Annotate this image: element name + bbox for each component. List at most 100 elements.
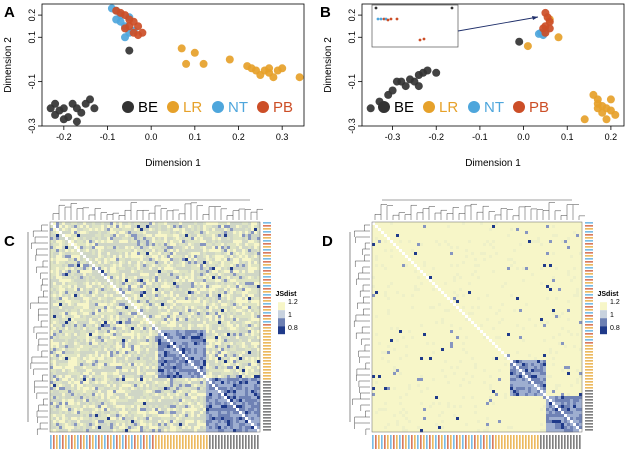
heat-cell xyxy=(80,411,84,415)
heat-cell xyxy=(149,231,153,235)
heat-cell xyxy=(95,225,99,229)
legend-label-lr: LR xyxy=(439,99,458,116)
heat-cell xyxy=(173,225,177,229)
heat-cell xyxy=(167,237,171,241)
heat-cell xyxy=(188,318,192,322)
heat-cell xyxy=(119,279,123,283)
heat-cell xyxy=(224,249,228,253)
heat-cell xyxy=(77,351,81,355)
heat-cell xyxy=(71,270,75,274)
heat-cell xyxy=(254,417,258,421)
heat-cell xyxy=(257,360,261,364)
heat-cell xyxy=(125,414,129,418)
heat-cell xyxy=(245,276,249,280)
heat-cell xyxy=(83,258,87,262)
heat-cell xyxy=(185,222,189,226)
heat-cell xyxy=(98,291,102,295)
heat-cell xyxy=(116,330,120,334)
inset-point-9 xyxy=(450,6,454,10)
heat-cell xyxy=(167,405,171,409)
heat-cell xyxy=(203,360,207,364)
heat-cell xyxy=(251,324,255,328)
heat-cell xyxy=(83,345,87,349)
heat-cell xyxy=(233,372,237,376)
heat-cell xyxy=(143,327,147,331)
heat-cell xyxy=(89,390,93,394)
heat-cell xyxy=(185,288,189,292)
heat-cell xyxy=(218,294,222,298)
heat-cell xyxy=(62,249,66,253)
heat-cell xyxy=(59,297,63,301)
heat-cell xyxy=(197,333,201,337)
heat-cell xyxy=(86,225,90,229)
heat-cell xyxy=(251,354,255,358)
heat-cell xyxy=(113,240,117,244)
heat-cell xyxy=(236,348,240,352)
heat-cell xyxy=(221,333,225,337)
heat-cell xyxy=(248,333,252,337)
heat-cell xyxy=(71,231,75,235)
heat-cell xyxy=(113,411,117,415)
heat-cell xyxy=(245,312,249,316)
heat-cell xyxy=(221,252,225,256)
heat-cell xyxy=(89,384,93,388)
heat-cell xyxy=(59,261,63,265)
heat-cell xyxy=(50,285,54,289)
heat-cell xyxy=(68,303,72,307)
heat-cell xyxy=(101,405,105,409)
heat-cell xyxy=(182,270,186,274)
heat-cell xyxy=(227,264,231,268)
heat-cell xyxy=(83,351,87,355)
heat-cell xyxy=(206,282,210,286)
heat-cell xyxy=(176,318,180,322)
heat-cell xyxy=(170,222,174,226)
heat-cell xyxy=(227,351,231,355)
heat-cell xyxy=(239,333,243,337)
heat-cell xyxy=(227,381,231,385)
heat-cell xyxy=(68,291,72,295)
heat-cell xyxy=(251,258,255,262)
heat-cell xyxy=(56,333,60,337)
heat-cell xyxy=(194,228,198,232)
heat-cell xyxy=(149,270,153,274)
heat-cell xyxy=(101,291,105,295)
inset-point-6 xyxy=(395,17,399,21)
heat-cell xyxy=(143,246,147,250)
heat-cell xyxy=(155,258,159,262)
heat-cell xyxy=(245,327,249,331)
heat-cell xyxy=(176,270,180,274)
heat-cell xyxy=(200,378,204,382)
heat-cell xyxy=(179,387,183,391)
heat-cell xyxy=(116,240,120,244)
heat-cell xyxy=(170,408,174,412)
heat-cell xyxy=(221,309,225,313)
heat-cell xyxy=(59,366,63,370)
heat-cell xyxy=(248,330,252,334)
heat-cell xyxy=(65,372,69,376)
heat-cell xyxy=(113,330,117,334)
heat-cell xyxy=(197,378,201,382)
heat-cell xyxy=(74,231,78,235)
heat-cell xyxy=(239,258,243,262)
heat-cell xyxy=(164,396,168,400)
heat-cell xyxy=(74,285,78,289)
heat-cell xyxy=(152,291,156,295)
heat-cell xyxy=(158,228,162,232)
heat-cell xyxy=(221,321,225,325)
heat-cell xyxy=(95,381,99,385)
heat-cell xyxy=(206,414,210,418)
heat-cell xyxy=(137,408,141,412)
heat-cell xyxy=(245,237,249,241)
heat-cell xyxy=(77,399,81,403)
heat-cell xyxy=(62,351,66,355)
heat-cell xyxy=(167,396,171,400)
heat-cell xyxy=(227,339,231,343)
heat-cell xyxy=(104,303,108,307)
heat-cell xyxy=(140,252,144,256)
heat-cell xyxy=(236,375,240,379)
point-lr-3 xyxy=(199,59,208,68)
x-tick-label-3: 0.1 xyxy=(189,132,202,142)
heat-cell xyxy=(242,249,246,253)
heat-cell xyxy=(68,417,72,421)
point-be-10 xyxy=(51,99,60,108)
